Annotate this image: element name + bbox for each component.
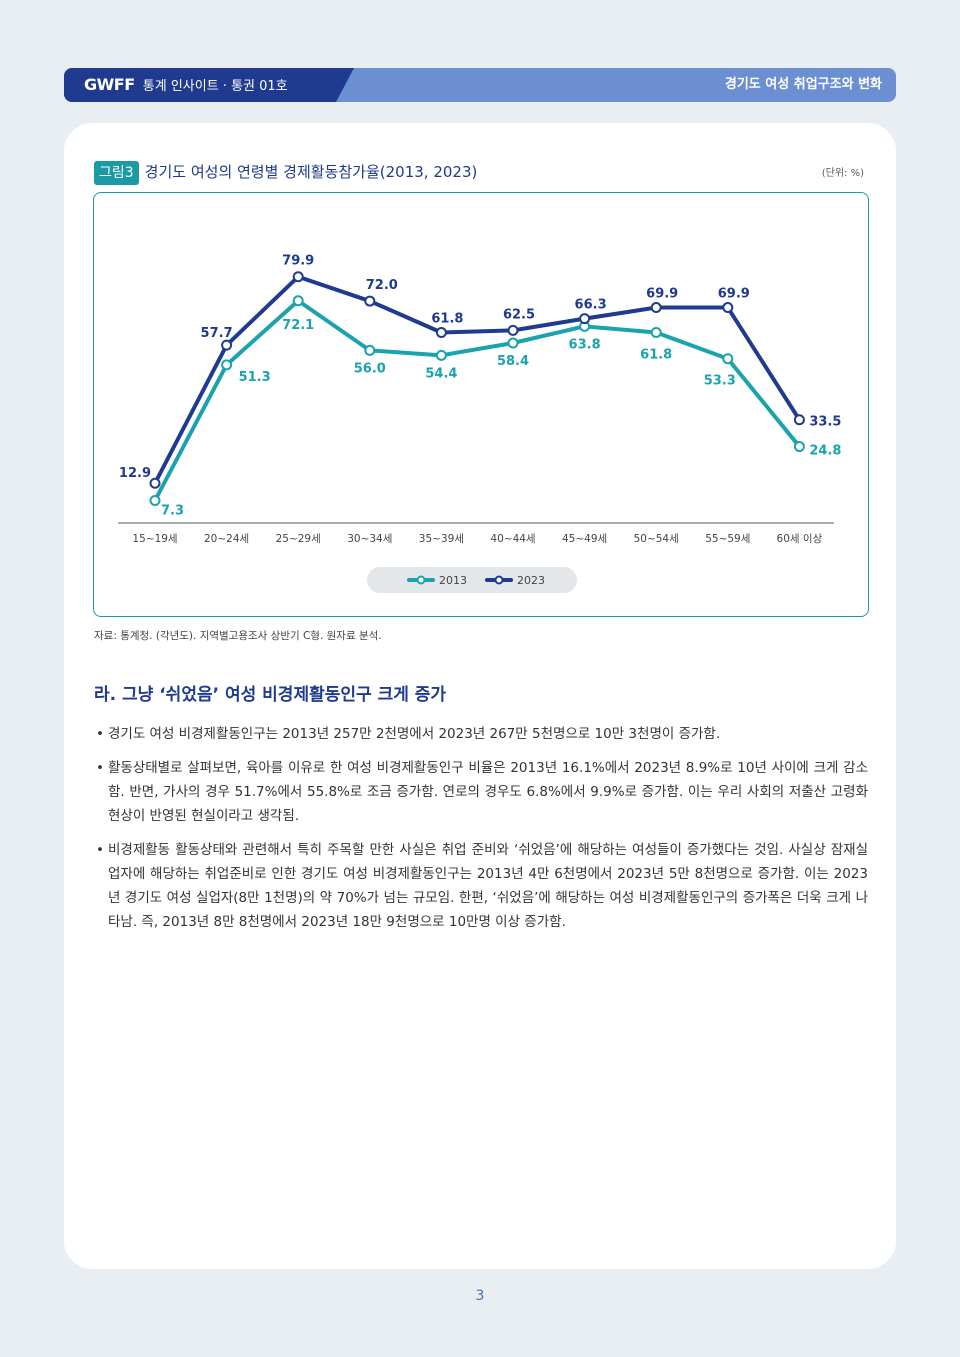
data-label-2023: 69.9	[718, 287, 750, 302]
data-label-2013: 56.0	[354, 361, 386, 376]
x-tick-label: 30~34세	[347, 533, 392, 545]
bullet-text: 비경제활동 활동상태와 관련해서 특히 주목할 만한 사실은 취업 준비와 ‘쉬…	[108, 842, 868, 930]
data-point-2023	[722, 302, 734, 314]
data-label-2013: 54.4	[425, 366, 457, 381]
data-label-2013: 63.8	[569, 337, 601, 352]
bullet-list: • 경기도 여성 비경제활동인구는 2013년 257만 2천명에서 2023년 …	[94, 722, 868, 944]
legend-label-2013: 2013	[439, 574, 467, 587]
data-point-2023	[149, 477, 161, 489]
data-point-2013	[292, 295, 304, 307]
bullet-dot: •	[96, 760, 104, 776]
data-point-2013	[650, 327, 662, 339]
x-tick-label: 40~44세	[490, 533, 535, 545]
x-tick-label: 20~24세	[204, 533, 249, 545]
data-point-2023	[435, 327, 447, 339]
chart-container: 15~19세 20~24세 25~29세 30~34세 35~39세 40~44세 45~4…	[93, 192, 869, 617]
x-tick-label: 45~49세	[562, 533, 607, 545]
data-point-2023	[221, 339, 233, 351]
bullet-dot: •	[96, 842, 104, 858]
line-chart: 15~19세 20~24세 25~29세 30~34세 35~39세 40~44세 45~4…	[118, 254, 841, 593]
figure-title-text: 경기도 여성의 연령별 경제활동참가율(2013, 2023)	[144, 163, 478, 181]
data-label-2013: 61.8	[640, 348, 672, 363]
data-point-2023	[507, 324, 519, 336]
data-label-2023: 69.9	[646, 287, 678, 302]
section-heading: 라. 그냥 ‘쉬었음’ 여성 비경제활동인구 크게 증가	[94, 685, 447, 705]
series-line-2023	[153, 274, 802, 486]
bullet-text: 활동상태별로 살펴보면, 육아를 이유로 한 여성 비경제활동인구 비율은 20…	[108, 760, 868, 824]
legend-label-2023: 2023	[517, 574, 545, 587]
data-point-2023	[579, 313, 591, 325]
data-point-2023	[650, 302, 662, 314]
data-label-2013: 24.8	[809, 444, 841, 459]
data-point-2023	[364, 295, 376, 307]
header-series: GWFF 통계 인사이트 · 통권 01호	[84, 68, 288, 102]
data-label-2013: 58.4	[497, 354, 529, 369]
x-tick-label: 25~29세	[276, 533, 321, 545]
data-point-2013	[149, 494, 161, 506]
brand-logo: GWFF	[84, 75, 135, 94]
data-label-2023: 79.9	[282, 254, 314, 269]
x-tick-label: 55~59세	[705, 533, 750, 545]
data-point-2013	[722, 353, 734, 365]
data-label-2023: 61.8	[431, 312, 463, 327]
data-label-2023: 62.5	[503, 307, 535, 322]
data-label-2023: 12.9	[119, 466, 151, 481]
legend-box	[367, 567, 577, 593]
series-line-2013	[153, 298, 802, 503]
header-left-panel	[64, 68, 354, 102]
data-point-2013	[364, 344, 376, 356]
data-label-2023: 57.7	[201, 326, 233, 341]
x-tick-label: 50~54세	[634, 533, 679, 545]
bullet-item: • 경기도 여성 비경제활동인구는 2013년 257만 2천명에서 2023년 …	[94, 722, 868, 746]
data-label-2023: 66.3	[575, 298, 607, 313]
figure-title: 그림3 경기도 여성의 연령별 경제활동참가율(2013, 2023)	[94, 160, 478, 185]
data-point-2013	[221, 359, 233, 371]
x-tick-label: 35~39세	[419, 533, 464, 545]
legend-marker-2013	[416, 575, 426, 585]
bullet-item: • 활동상태별로 살펴보면, 육아를 이유로 한 여성 비경제활동인구 비율은 2…	[94, 756, 868, 828]
data-label-2013: 7.3	[161, 503, 184, 518]
data-point-2023	[793, 414, 805, 426]
data-point-2013	[435, 349, 447, 361]
figure-badge: 그림3	[94, 161, 139, 185]
x-tick-label: 60세 이상	[777, 533, 823, 545]
report-title: 경기도 여성 취업구조와 변화	[724, 77, 882, 92]
figure-unit: (단위: %)	[821, 168, 864, 179]
bullet-item: • 비경제활동 활동상태와 관련해서 특히 주목할 만한 사실은 취업 준비와 ‘…	[94, 838, 868, 934]
data-label-2013: 53.3	[704, 374, 736, 389]
page-number: 3	[475, 1288, 485, 1304]
data-point-2023	[292, 271, 304, 283]
x-tick-label: 15~19세	[132, 533, 177, 545]
bullet-text: 경기도 여성 비경제활동인구는 2013년 257만 2천명에서 2023년 2…	[108, 726, 721, 742]
data-label-2023: 72.0	[366, 278, 398, 293]
data-label-2023: 33.5	[809, 415, 841, 430]
data-point-2013	[507, 337, 519, 349]
data-label-2013: 72.1	[282, 318, 314, 333]
bullet-dot: •	[96, 726, 104, 742]
legend-marker-2023	[494, 575, 504, 585]
data-point-2013	[793, 441, 805, 453]
page-header: GWFF 통계 인사이트 · 통권 01호 경기도 여성 취업구조와 변화	[64, 68, 896, 102]
data-label-2013: 51.3	[239, 370, 271, 385]
series-title: 통계 인사이트 · 통권 01호	[142, 79, 288, 94]
source-note: 자료: 통계청. (각년도). 지역별고용조사 상반기 C형. 원자료 분석.	[94, 630, 382, 642]
